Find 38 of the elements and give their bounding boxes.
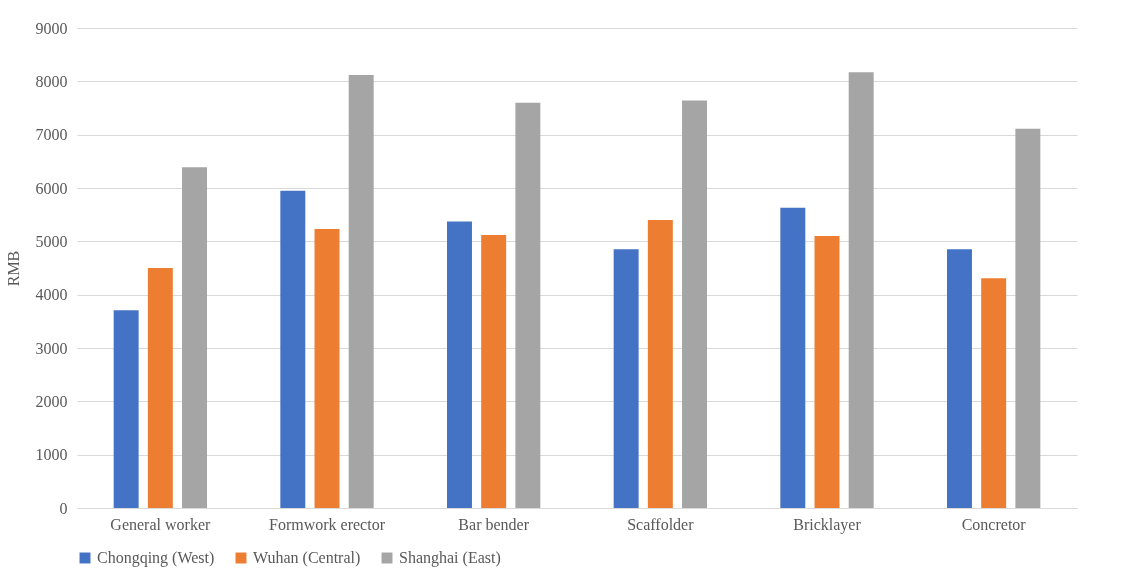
- bar: [348, 74, 374, 508]
- y-tick-label: 0: [59, 499, 68, 517]
- x-tick-label: Bar bender: [458, 515, 530, 533]
- x-tick-label: Concretor: [961, 515, 1027, 533]
- legend-label: Chongqing (West): [97, 549, 215, 567]
- bar: [848, 72, 874, 508]
- bar: [113, 310, 139, 508]
- y-tick-label: 3000: [35, 339, 68, 357]
- bar: [147, 268, 173, 508]
- bar: [314, 229, 340, 508]
- y-tick-label: 9000: [35, 19, 68, 37]
- bar: [182, 167, 207, 508]
- bar: [515, 102, 541, 508]
- y-tick-label: 4000: [35, 286, 68, 304]
- y-tick-label: 7000: [35, 126, 68, 144]
- bar: [1015, 128, 1041, 508]
- bar: [613, 249, 639, 508]
- x-tick-label: Bricklayer: [793, 515, 862, 534]
- x-tick-label: Formwork erector: [269, 515, 386, 533]
- y-tick-label: 1000: [35, 446, 68, 464]
- legend-label: Wuhan (Central): [253, 549, 361, 567]
- bar: [280, 190, 306, 508]
- bar: [947, 249, 972, 508]
- y-tick-label: 5000: [35, 232, 68, 250]
- bar: [481, 234, 507, 508]
- y-tick-label: 8000: [35, 72, 68, 90]
- y-axis-title: RMB: [4, 250, 22, 287]
- bar: [447, 221, 472, 508]
- x-tick-label: Scaffolder: [627, 515, 695, 533]
- x-tick-label: General worker: [110, 515, 211, 533]
- y-tick-label: 6000: [35, 179, 68, 197]
- bar: [647, 220, 673, 508]
- bar: [814, 236, 840, 508]
- bar: [981, 278, 1007, 508]
- legend-label: Shanghai (East): [399, 549, 501, 567]
- bar: [682, 100, 707, 508]
- y-tick-label: 2000: [35, 392, 68, 410]
- bar: [780, 207, 806, 508]
